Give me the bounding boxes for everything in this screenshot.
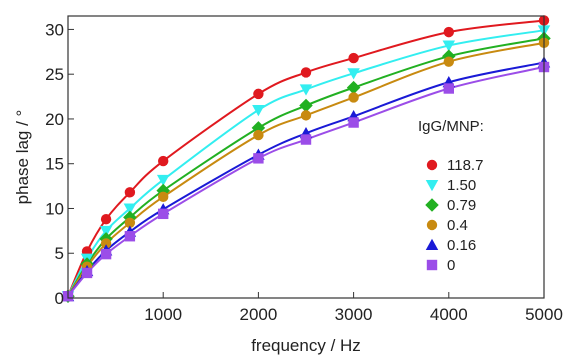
data-point-0.4 xyxy=(348,92,359,103)
axis-ticks xyxy=(68,28,545,299)
data-point-0.4 xyxy=(124,217,136,228)
data-markers xyxy=(61,15,551,303)
fit-line-118.7 xyxy=(67,19,545,297)
data-point-0 xyxy=(300,134,312,145)
data-point-0.4 xyxy=(100,238,112,249)
plot-frame xyxy=(67,15,545,299)
data-point-1.50 xyxy=(99,225,113,238)
data-point-118.7 xyxy=(253,88,264,100)
legend-label: 0.16 xyxy=(447,237,476,254)
legend-marker-0.16 xyxy=(425,238,439,250)
data-point-1.50 xyxy=(156,174,170,187)
fit-line-0.4 xyxy=(67,41,545,297)
legend-marker-0.79 xyxy=(425,198,439,212)
fit-lines xyxy=(67,19,545,297)
y-tick-label: 5 xyxy=(55,244,64,263)
data-point-0 xyxy=(253,153,264,164)
fit-line-0 xyxy=(67,66,545,297)
y-tick-label: 30 xyxy=(45,20,64,39)
fit-line-1.50 xyxy=(67,29,545,297)
data-point-118.7 xyxy=(300,67,312,78)
x-tick-label: 3000 xyxy=(335,305,373,324)
legend-label: 0 xyxy=(447,257,455,274)
data-point-118.7 xyxy=(443,26,454,38)
legend-label: 1.50 xyxy=(447,177,476,194)
data-point-1.50 xyxy=(442,40,456,52)
data-point-1.50 xyxy=(299,84,313,96)
legend-marker-0 xyxy=(426,259,438,271)
data-point-0.4 xyxy=(158,191,169,203)
data-point-0.4 xyxy=(253,129,264,141)
x-tick-label: 1000 xyxy=(144,305,182,324)
legend-label: 0.79 xyxy=(447,197,476,214)
fit-line-0.79 xyxy=(67,37,545,297)
data-point-0 xyxy=(100,248,112,260)
data-point-0.4 xyxy=(300,110,312,121)
data-point-118.7 xyxy=(124,187,136,198)
data-point-118.7 xyxy=(158,155,169,167)
y-axis-label: phase lag / ° xyxy=(13,110,32,205)
data-point-0 xyxy=(124,231,136,242)
data-point-0 xyxy=(81,267,93,279)
legend-marker-0.4 xyxy=(426,219,438,231)
data-point-0.79 xyxy=(299,98,313,113)
data-point-1.50 xyxy=(123,203,137,215)
x-tick-label: 2000 xyxy=(239,305,277,324)
data-point-0 xyxy=(443,83,454,94)
data-point-0.4 xyxy=(443,56,454,67)
x-tick-label: 4000 xyxy=(430,305,468,324)
fit-line-0.16 xyxy=(67,61,545,297)
legend-label: 118.7 xyxy=(447,157,483,174)
y-tick-label: 25 xyxy=(45,65,64,84)
data-point-0.79 xyxy=(346,80,361,95)
legend-marker-1.50 xyxy=(425,180,439,192)
data-point-1.50 xyxy=(347,68,360,80)
data-point-0 xyxy=(158,208,169,220)
data-point-1.50 xyxy=(252,105,265,117)
legend-label: 0.4 xyxy=(447,217,468,234)
data-point-118.7 xyxy=(100,214,112,225)
x-axis-label: frequency / Hz xyxy=(251,336,361,355)
legend: IgG/MNP: 118.7 1.50 0.79 0.4 0.16 0 xyxy=(418,118,484,274)
y-tick-label: 20 xyxy=(45,110,64,129)
legend-title: IgG/MNP: xyxy=(418,118,484,135)
y-tick-label: 10 xyxy=(45,199,64,218)
legend-marker-118.7 xyxy=(426,159,438,171)
y-tick-label: 0 xyxy=(55,289,64,308)
data-point-0 xyxy=(348,117,359,128)
data-point-118.7 xyxy=(348,52,359,64)
y-tick-label: 15 xyxy=(45,155,64,174)
x-tick-label: 5000 xyxy=(525,305,563,324)
tick-labels: 1000 2000 3000 4000 5000 0 5 10 15 20 25 30 xyxy=(45,20,563,324)
